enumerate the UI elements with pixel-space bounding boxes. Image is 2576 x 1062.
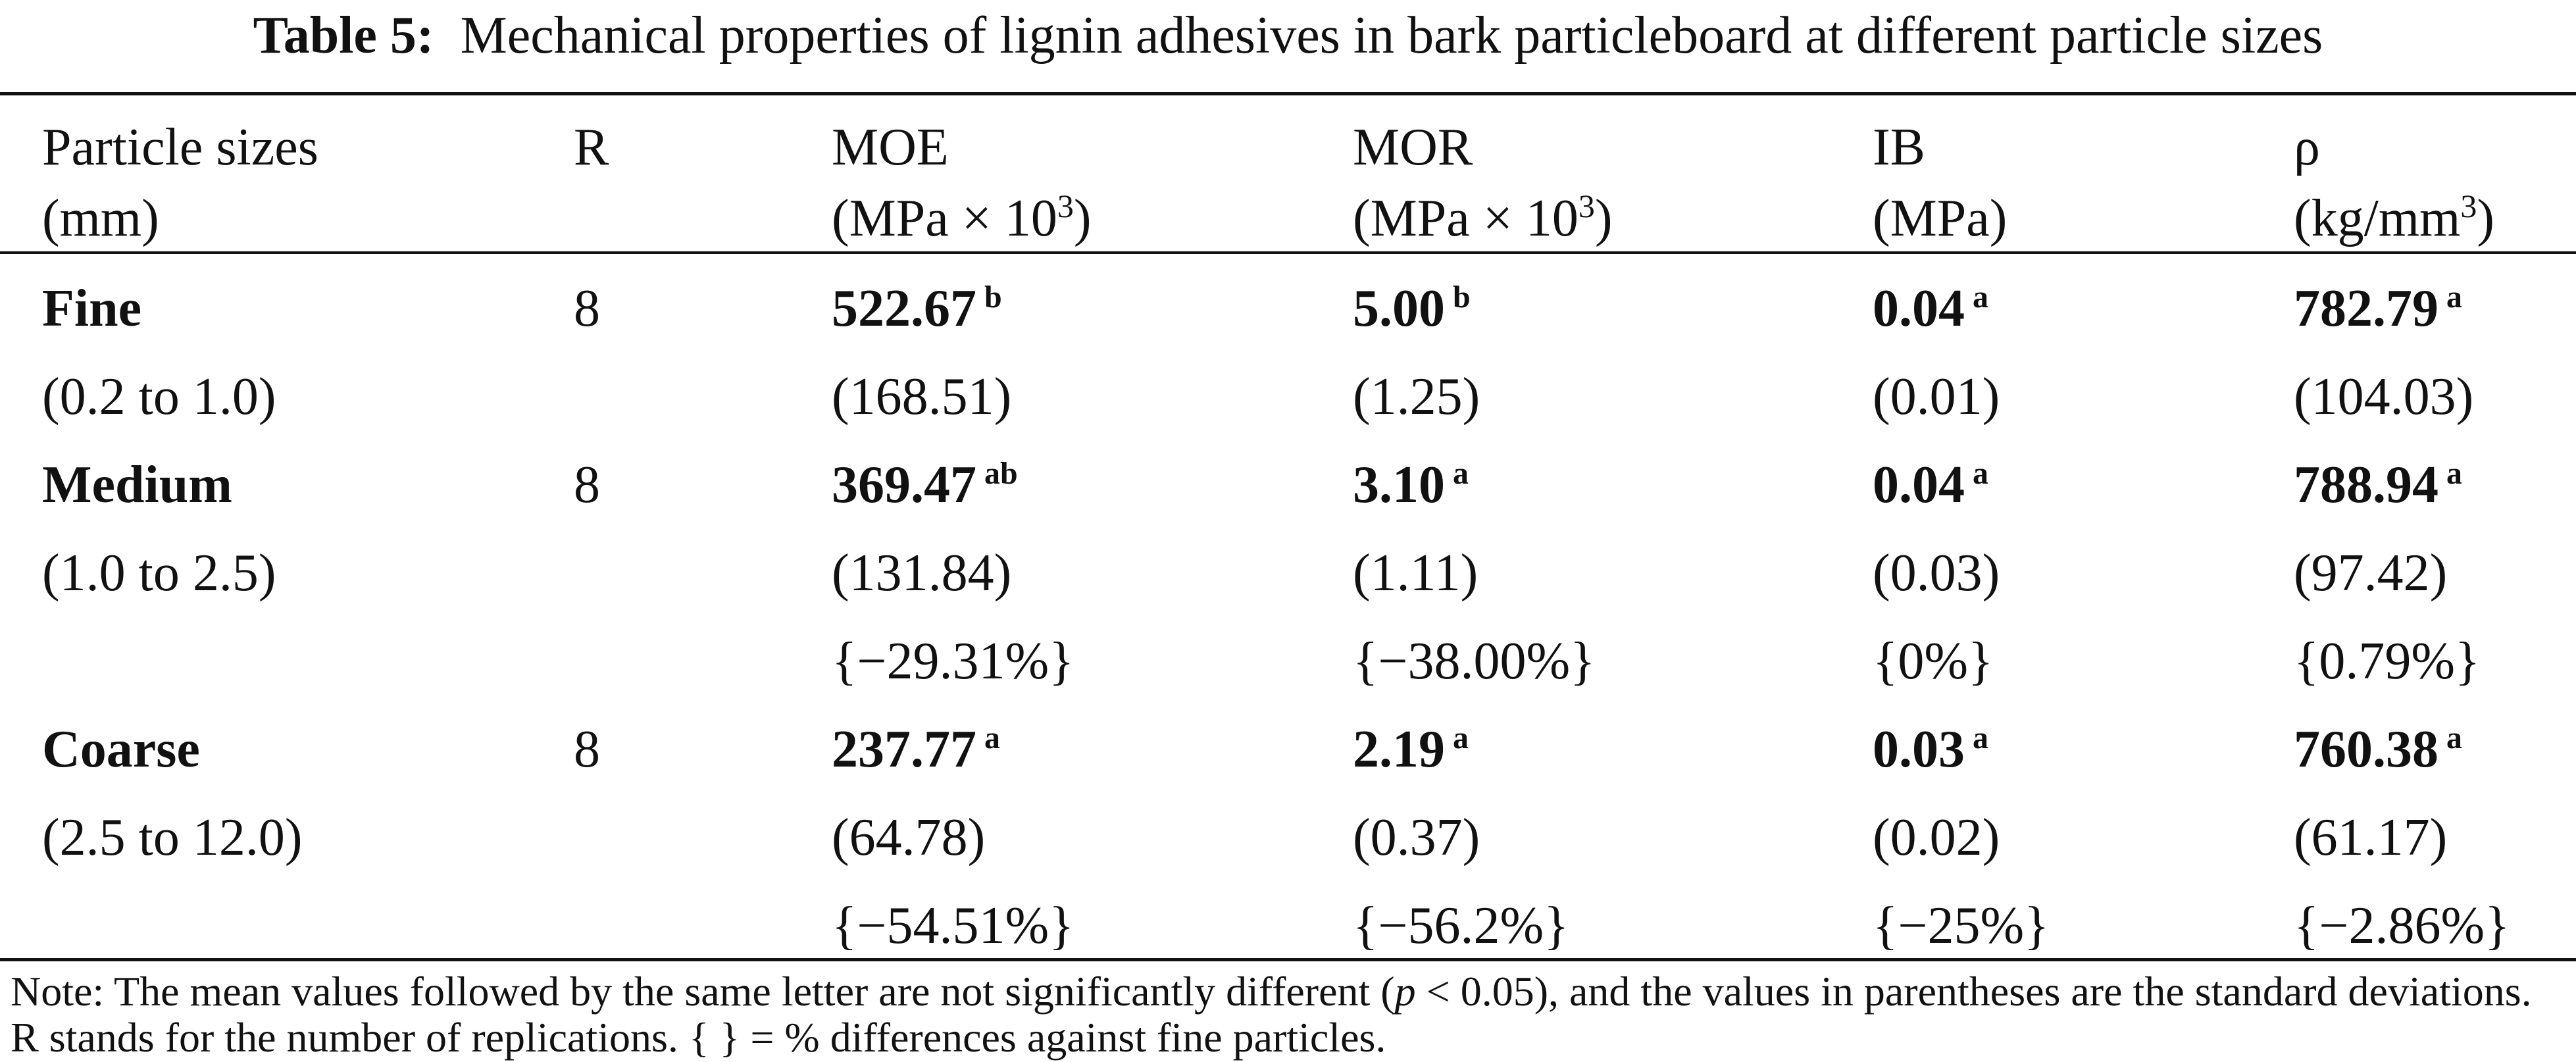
mor-sd: (1.11) <box>1353 544 1478 602</box>
mor-mean: 3.10 a <box>1353 456 1469 514</box>
header-rho: ρ (kg/mm3) <box>2294 118 2494 247</box>
mor-sd: (1.25) <box>1353 368 1480 426</box>
table-note: Note: The mean values followed by the sa… <box>11 969 2570 1062</box>
rho-sd: (104.03) <box>2294 368 2474 426</box>
table-caption: Table 5: Mechanical properties of lignin… <box>0 4 2576 67</box>
mor-mean: 2.19 a <box>1353 721 1469 778</box>
row-range: (2.5 to 12.0) <box>42 809 303 867</box>
moe-sd: (64.78) <box>832 809 986 867</box>
row-range: (1.0 to 2.5) <box>42 544 276 602</box>
moe-mean: 369.47 ab <box>832 456 1018 514</box>
ib-diff: {0%} <box>1873 632 1994 690</box>
caption-text: Mechanical properties of lignin adhesive… <box>460 7 2323 64</box>
rho-mean: 788.94 a <box>2294 456 2462 514</box>
header-ib: IB (MPa) <box>1873 118 2008 247</box>
header-rule <box>0 251 2576 254</box>
header-particle-sizes: Particle sizes (mm) <box>42 118 318 247</box>
ib-mean: 0.04 a <box>1873 456 1988 514</box>
rho-mean: 760.38 a <box>2294 721 2462 778</box>
row-name: Coarse <box>42 721 200 778</box>
note-line-1: Note: The mean values followed by the sa… <box>11 969 2532 1015</box>
rho-sd: (97.42) <box>2294 544 2448 602</box>
caption-label: Table 5: <box>253 7 434 64</box>
rho-sd: (61.17) <box>2294 809 2448 867</box>
header-r: R <box>574 118 609 176</box>
row-r: 8 <box>574 456 600 514</box>
ib-sd: (0.01) <box>1873 368 2000 426</box>
row-name: Fine <box>42 280 142 338</box>
moe-mean: 237.77 a <box>832 721 1000 778</box>
mor-sd: (0.37) <box>1353 809 1480 867</box>
mor-diff: {−38.00%} <box>1353 632 1596 690</box>
ib-mean: 0.04 a <box>1873 280 1988 338</box>
rho-mean: 782.79 a <box>2294 280 2462 338</box>
moe-diff: {−29.31%} <box>832 632 1074 690</box>
ib-sd: (0.02) <box>1873 809 2000 867</box>
header-moe: MOE (MPa × 103) <box>832 118 1092 247</box>
top-rule <box>0 92 2576 95</box>
mor-diff: {−56.2%} <box>1353 897 1569 955</box>
ib-mean: 0.03 a <box>1873 721 1988 778</box>
row-range: (0.2 to 1.0) <box>42 368 276 426</box>
moe-diff: {−54.51%} <box>832 897 1074 955</box>
ib-diff: {−25%} <box>1873 897 2050 955</box>
row-r: 8 <box>574 280 600 338</box>
note-line-2: R stands for the number of replications.… <box>11 1014 1386 1061</box>
header-mor: MOR (MPa × 103) <box>1353 118 1613 247</box>
row-name: Medium <box>42 456 232 514</box>
ib-sd: (0.03) <box>1873 544 2000 602</box>
moe-sd: (131.84) <box>832 544 1012 602</box>
rho-diff: {−2.86%} <box>2294 897 2510 955</box>
rho-diff: {0.79%} <box>2294 632 2481 690</box>
bottom-rule <box>0 958 2576 961</box>
mor-mean: 5.00 b <box>1353 280 1471 338</box>
moe-sd: (168.51) <box>832 368 1012 426</box>
moe-mean: 522.67 b <box>832 280 1002 338</box>
row-r: 8 <box>574 721 600 778</box>
